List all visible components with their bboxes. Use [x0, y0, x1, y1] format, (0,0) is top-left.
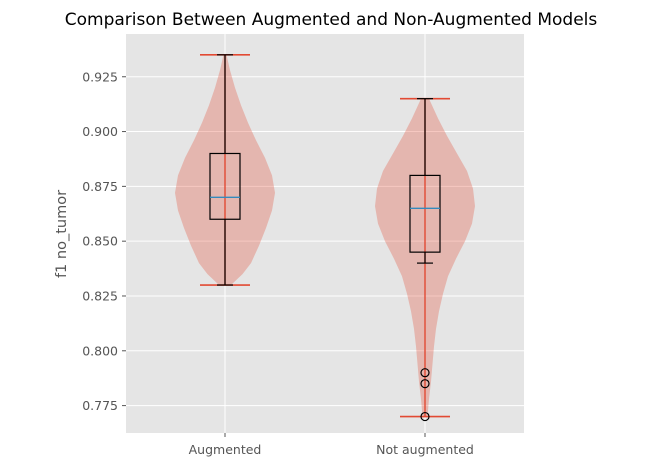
x-tick-label: Augmented — [189, 442, 262, 457]
y-tick-label: 0.925 — [82, 69, 118, 84]
y-axis-label: f1 no_tumor — [54, 190, 70, 278]
outlier-point — [420, 368, 430, 378]
iqr-box — [209, 152, 241, 220]
x-axis-ticks: Augmented Not augmented — [189, 433, 474, 457]
y-tick-label: 0.850 — [82, 234, 118, 249]
y-tick-label: 0.800 — [82, 343, 118, 358]
boxplots — [209, 54, 441, 422]
chart-title: Comparison Between Augmented and Non-Aug… — [65, 10, 598, 30]
outlier-point — [420, 379, 430, 389]
y-tick-label: 0.775 — [82, 398, 118, 413]
y-axis-ticks: 0.775 0.800 0.825 0.850 0.875 0.900 0.925 — [82, 69, 126, 413]
y-tick-label: 0.825 — [82, 288, 118, 303]
y-tick-label: 0.875 — [82, 179, 118, 194]
outlier-point — [420, 411, 430, 422]
plot-area — [126, 34, 524, 433]
x-tick-label: Not augmented — [376, 442, 474, 457]
y-tick-label: 0.900 — [82, 124, 118, 139]
iqr-box — [409, 174, 441, 253]
